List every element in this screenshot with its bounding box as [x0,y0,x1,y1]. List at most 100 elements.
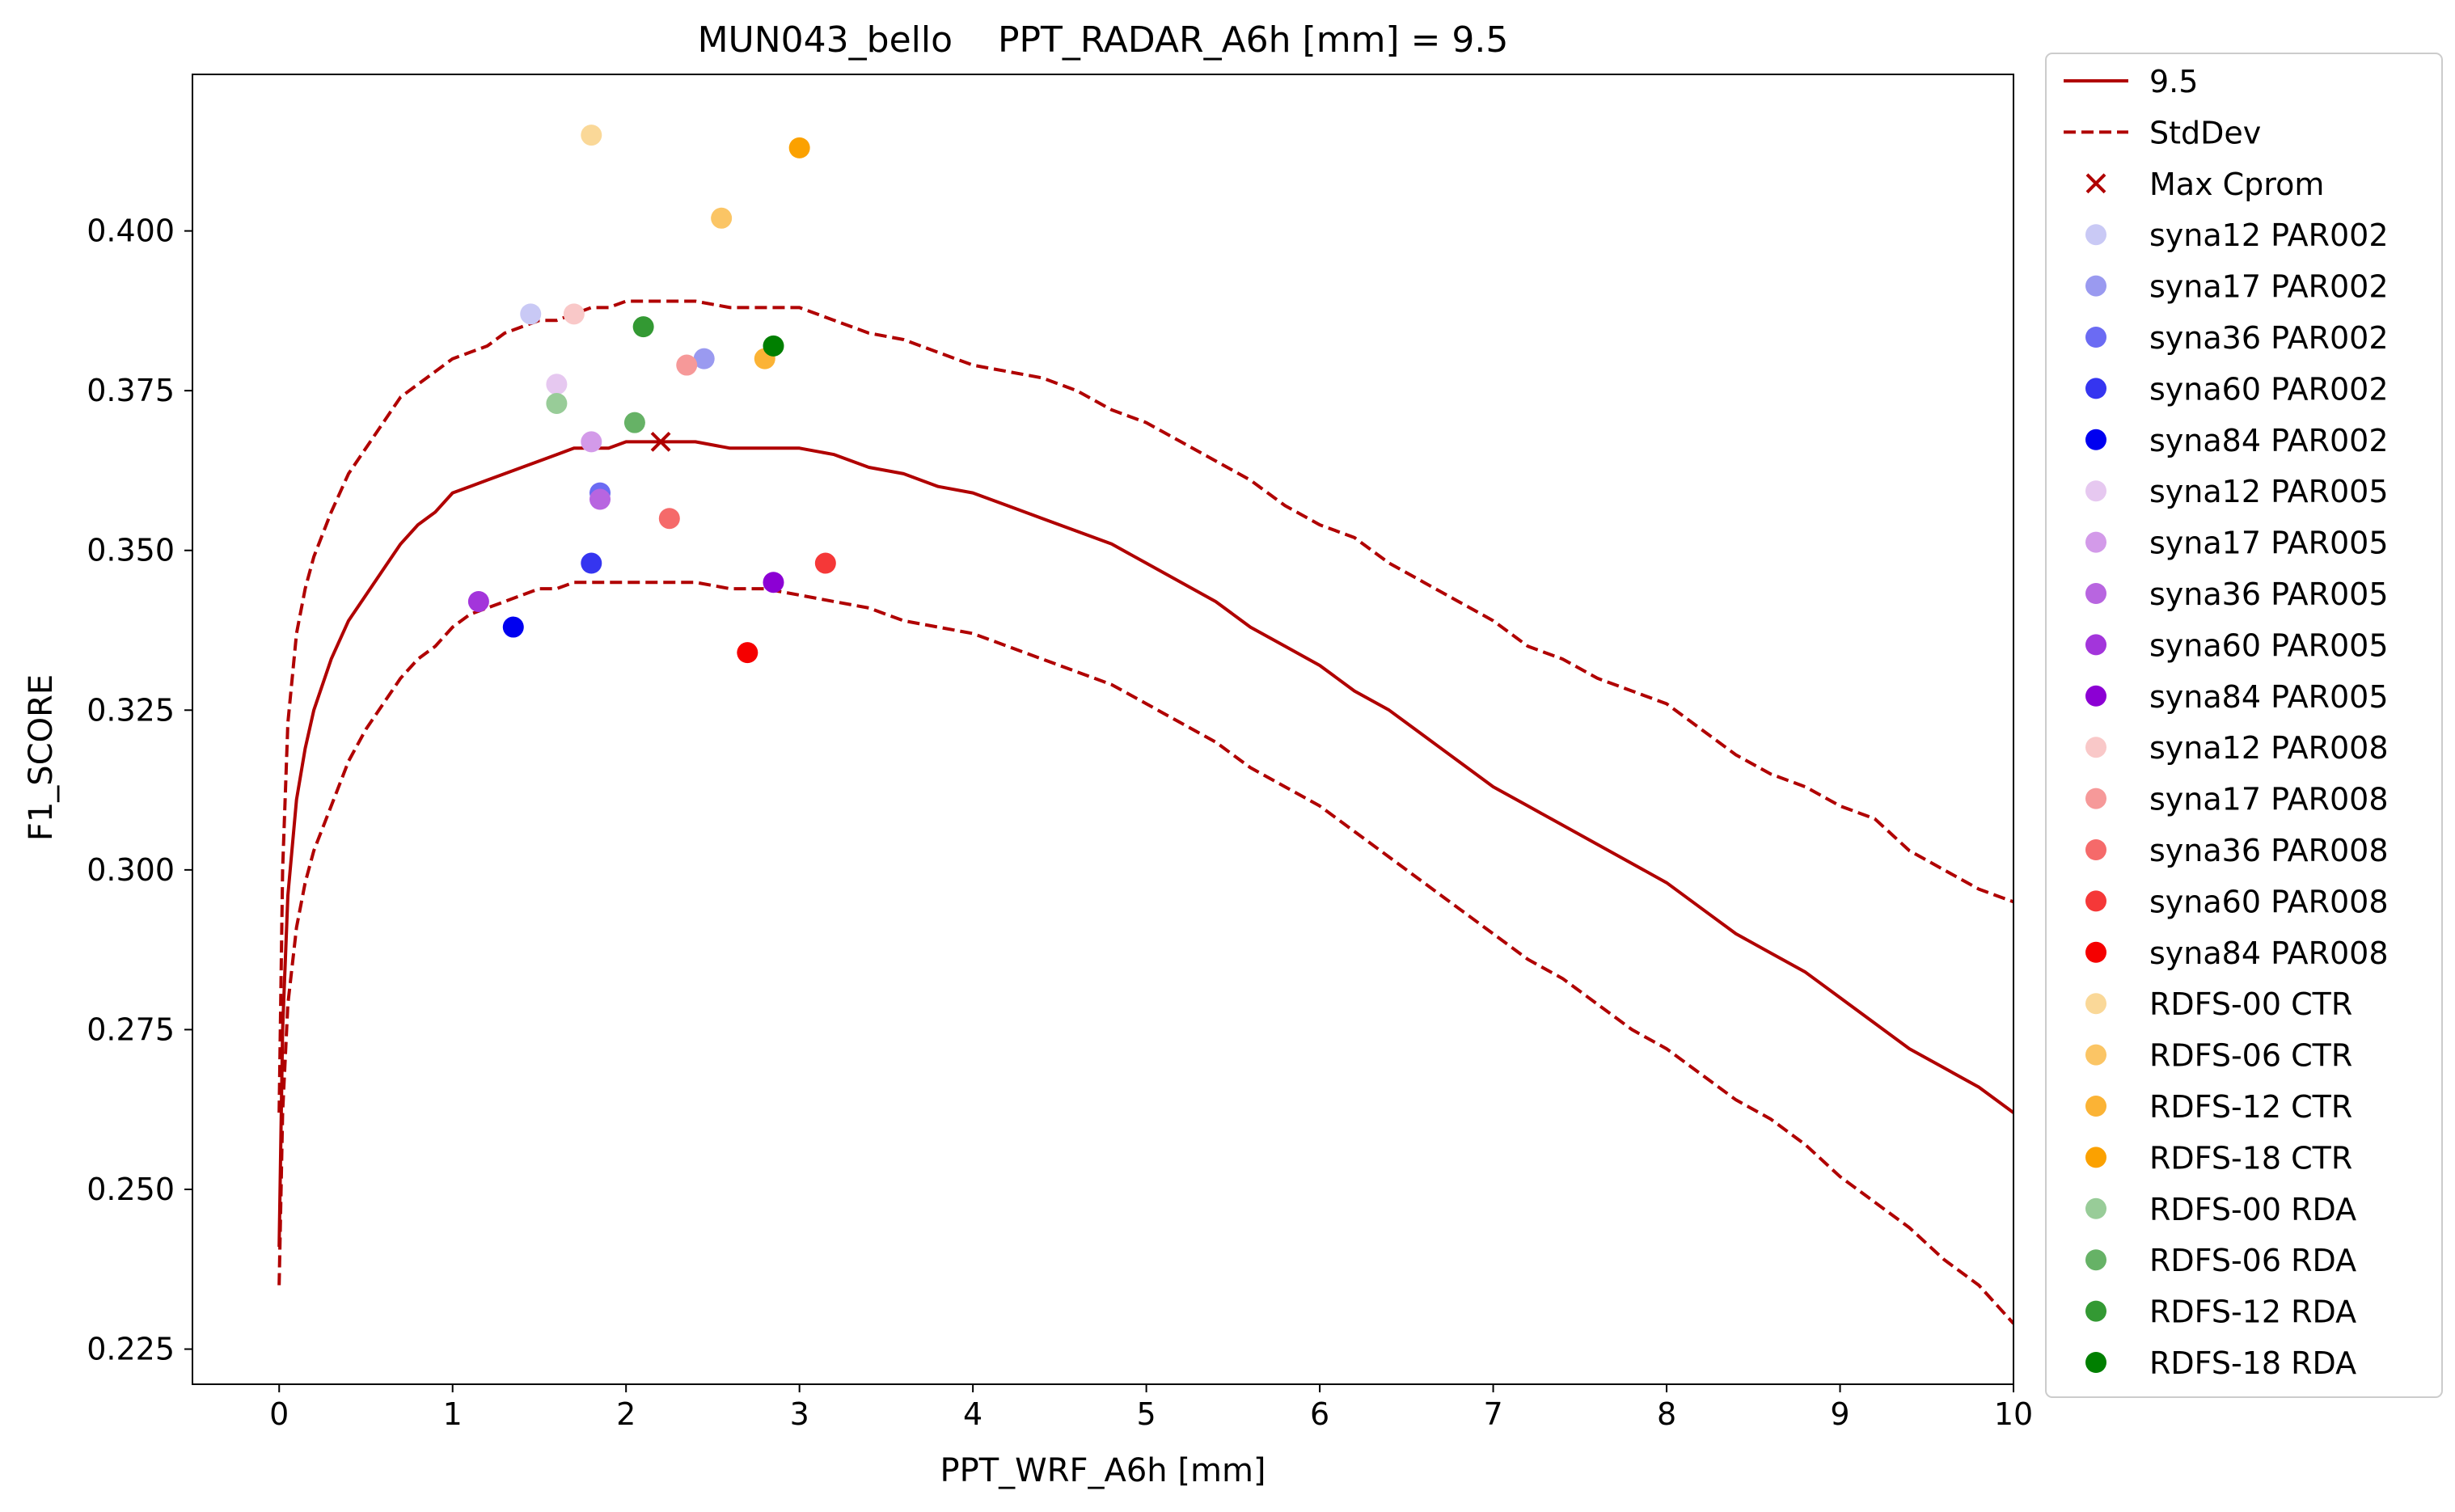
legend-dot-swatch [2085,1300,2106,1322]
point-syna60-par008 [814,552,836,574]
legend-label: RDFS-18 CTR [2149,1140,2352,1176]
point-syna17-par002 [693,348,715,370]
legend-label: RDFS-12 RDA [2149,1294,2356,1330]
axes: 0 1 2 3 4 5 6 7 8 9 10 0.225 0.250 0.275 0.300 0.325 0.3… [87,74,2033,1432]
legend-dot-swatch [2085,941,2106,963]
y-tick-label: 0.250 [87,1172,175,1207]
legend-frame [2045,53,2443,1398]
legend-dot-swatch [2085,634,2106,656]
legend-label: syna84 PAR008 [2149,935,2389,971]
legend-dot-swatch [2085,1249,2106,1271]
legend-item: syna17 PAR008 [2085,782,2389,817]
legend-dot-swatch [2085,788,2106,809]
legend-dot-swatch [2085,378,2106,399]
legend-dot-swatch [2085,327,2106,348]
legend-dot-swatch [2085,1044,2106,1066]
legend-item: RDFS-06 RDA [2085,1243,2356,1278]
x-tick-label: 9 [1830,1396,1849,1432]
legend-item: syna36 PAR005 [2085,577,2389,612]
point-syna17-par008 [676,354,698,376]
legend-dot-swatch [2085,890,2106,912]
y-tick-label: 0.400 [87,213,175,249]
point-syna84-par002 [502,616,524,638]
legend-item: syna17 PAR002 [2085,269,2389,305]
legend-label: 9.5 [2149,64,2198,99]
point-syna12-par008 [563,303,585,325]
x-tick-label: 7 [1483,1396,1502,1432]
x-tick-label: 5 [1137,1396,1156,1432]
x-tick-label: 1 [443,1396,463,1432]
point-rdfs-06-ctr [711,207,733,229]
legend-x-swatch [2085,173,2106,194]
legend-item: RDFS-06 CTR [2085,1038,2352,1074]
legend-dot-swatch [2085,1197,2106,1219]
legend-item: syna17 PAR005 [2085,526,2389,561]
x-tick-label: 10 [1994,1396,2033,1432]
point-syna12-par005 [546,374,568,395]
x-tick-label: 3 [790,1396,809,1432]
point-rdfs-06-rda [623,412,645,433]
x-tick-label: 8 [1657,1396,1676,1432]
legend-dot-swatch [2085,429,2106,450]
legend-item: syna84 PAR002 [2085,423,2389,458]
series-line-9-5 [277,440,2013,1248]
point-syna36-par008 [658,508,680,530]
point-rdfs-00-rda [546,392,568,414]
legend-dot-swatch [2085,839,2106,860]
legend-label: syna36 PAR002 [2149,320,2389,356]
legend-label: syna84 PAR002 [2149,423,2389,458]
legend-label: RDFS-06 CTR [2149,1038,2352,1074]
legend-label: syna12 PAR002 [2149,218,2389,253]
legend-label: RDFS-00 CTR [2149,986,2352,1022]
legend-label: StdDev [2149,115,2261,150]
legend-label: syna17 PAR002 [2149,269,2389,305]
legend-label: syna17 PAR008 [2149,782,2389,817]
legend-item: syna60 PAR002 [2085,371,2389,407]
point-rdfs-18-rda [763,335,784,357]
legend-item: RDFS-12 CTR [2085,1089,2352,1125]
point-syna60-par005 [467,590,489,612]
legend-item: RDFS-12 RDA [2085,1294,2356,1330]
legend-item: syna60 PAR008 [2085,884,2389,919]
x-axis-label: PPT_WRF_A6h [mm] [940,1452,1266,1489]
legend-label: syna36 PAR008 [2149,833,2389,868]
legend-label: syna36 PAR005 [2149,577,2389,612]
legend-dot-swatch [2085,685,2106,707]
chart-title: MUN043_bello PPT_RADAR_A6h [mm] = 9.5 [698,19,1509,61]
legend-item: RDFS-00 CTR [2085,986,2352,1022]
legend-dot-swatch [2085,1147,2106,1168]
legend-item: syna36 PAR008 [2085,833,2389,868]
legend-label: syna60 PAR005 [2149,627,2389,663]
legend-item: RDFS-18 RDA [2085,1345,2356,1381]
legend-item: RDFS-18 CTR [2085,1140,2352,1176]
legend-dot-swatch [2085,1096,2106,1117]
legend-label: syna60 PAR002 [2149,371,2389,407]
legend-label: RDFS-12 CTR [2149,1089,2352,1125]
legend-label: syna17 PAR005 [2149,526,2389,561]
legend-label: RDFS-00 RDA [2149,1192,2356,1227]
legend-item: syna12 PAR008 [2085,730,2389,766]
legend-dot-swatch [2085,1352,2106,1373]
point-rdfs-12-rda [632,316,654,338]
legend-label: Max Cprom [2149,167,2324,202]
legend-item: syna12 PAR005 [2085,474,2389,509]
legend-dot-swatch [2085,993,2106,1015]
stddev-lower-line [277,581,2013,1325]
legend-item: Max Cprom [2085,167,2324,202]
point-rdfs-00-ctr [581,125,602,146]
y-tick-label: 0.375 [87,373,175,408]
max-cprom-stroke [650,431,671,452]
legend-dot-swatch [2085,737,2106,758]
axes-frame [192,74,2014,1385]
legend-dot-swatch [2085,531,2106,553]
y-tick-label: 0.225 [87,1332,175,1367]
legend-item: StdDev [2064,115,2261,150]
legend: 9.5 StdDev Max Cprom syna12 PAR002 syna17 PA… [2045,53,2443,1398]
point-syna17-par005 [581,431,602,453]
point-syna84-par008 [737,642,758,664]
y-tick-label: 0.275 [87,1012,175,1047]
legend-label: syna12 PAR008 [2149,730,2389,766]
point-syna84-par005 [763,572,784,593]
legend-label: syna84 PAR005 [2149,679,2389,715]
